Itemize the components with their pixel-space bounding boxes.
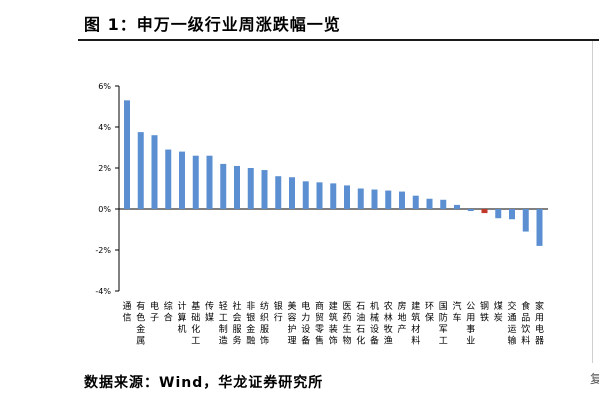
category-label: 公用事业 [466, 301, 475, 347]
data-source: 数据来源：Wind，华龙证券研究所 [84, 375, 324, 391]
bar-房地产 [399, 191, 405, 209]
category-label: 建筑材料 [411, 300, 420, 347]
category-label: 煤炭 [494, 300, 503, 324]
bar-通信 [124, 100, 130, 209]
category-label: 银行 [274, 300, 283, 324]
bar-汽车 [454, 204, 460, 209]
bar-家用电器 [536, 209, 543, 246]
category-label: 有色金属 [136, 300, 145, 347]
y-tick-label: 0% [98, 205, 111, 214]
y-tick-label: 2% [98, 164, 111, 173]
bar-计算机 [179, 151, 185, 209]
category-label: 家用电器 [535, 300, 544, 347]
title-underline [78, 39, 599, 41]
y-tick-label: 6% [98, 82, 111, 91]
page-edge-line [592, 41, 593, 363]
bar-美容护理 [289, 177, 295, 209]
category-label: 电力设备 [301, 300, 310, 347]
category-label: 美容护理 [287, 300, 296, 347]
bar-医药生物 [344, 185, 350, 209]
category-label: 交通运输 [507, 300, 516, 347]
bar-建筑装饰 [330, 183, 337, 209]
category-label: 医药生物 [342, 301, 351, 347]
y-tick-label: -2% [95, 246, 111, 255]
bar-传媒 [206, 155, 213, 209]
bar-农林牧渔 [385, 190, 392, 209]
category-label: 计算机 [177, 300, 186, 335]
category-label: 食品饮料 [521, 300, 530, 347]
bar-综合 [165, 149, 172, 209]
category-label: 非银金融 [246, 300, 255, 347]
bar-建筑材料 [412, 195, 419, 209]
bar-商贸零售 [316, 182, 323, 209]
bar-电子 [151, 135, 158, 209]
category-label: 纺织服饰 [260, 300, 269, 347]
category-label: 传媒 [205, 300, 214, 324]
bar-电力设备 [302, 181, 309, 209]
category-label: 基础化工 [191, 300, 200, 347]
bar-公用事业 [467, 209, 474, 212]
figure-title: 图 1：申万一级行业周涨跌幅一览 [84, 15, 341, 34]
bar-纺织服饰 [261, 170, 268, 209]
category-label: 房地产 [397, 300, 406, 335]
corner-text: 复 [590, 372, 599, 386]
category-label: 通信 [122, 301, 131, 324]
category-labels: 通信有色金属电子综合计算机基础化工传媒轻工制造社会服务非银金融纺织服饰银行美容护… [122, 300, 544, 347]
bar-食品饮料 [522, 209, 529, 232]
bar-石油石化 [357, 188, 364, 209]
y-tick-label: 4% [98, 123, 111, 132]
bar-环保 [426, 198, 433, 209]
bar-机械设备 [371, 189, 378, 209]
category-label: 农林牧渔 [384, 300, 393, 347]
category-label: 社会服务 [232, 300, 241, 347]
bar-国防军工 [440, 199, 447, 209]
bar-交通运输 [509, 209, 515, 220]
bar-有色金属 [137, 132, 144, 209]
chart-bars [124, 100, 543, 246]
category-label: 建筑装饰 [329, 300, 338, 347]
category-label: 石油石化 [356, 302, 365, 347]
bar-钢铁 [481, 209, 488, 214]
category-label: 环保 [425, 301, 434, 324]
bar-轻工制造 [220, 163, 227, 209]
bar-非银金融 [247, 168, 254, 209]
category-label: 国防军工 [439, 301, 448, 347]
bar-基础化工 [192, 155, 199, 209]
category-label: 钢铁 [480, 300, 489, 324]
category-label: 汽车 [452, 300, 461, 324]
category-label: 机械设备 [370, 300, 379, 347]
y-tick-label: -4% [95, 287, 111, 296]
category-label: 电子 [150, 300, 159, 324]
category-label: 商贸零售 [315, 300, 324, 347]
bar-煤炭 [495, 209, 502, 219]
category-label: 轻工制造 [219, 300, 228, 347]
bar-银行 [275, 176, 282, 209]
category-label: 综合 [164, 300, 173, 324]
bar-社会服务 [234, 165, 240, 209]
